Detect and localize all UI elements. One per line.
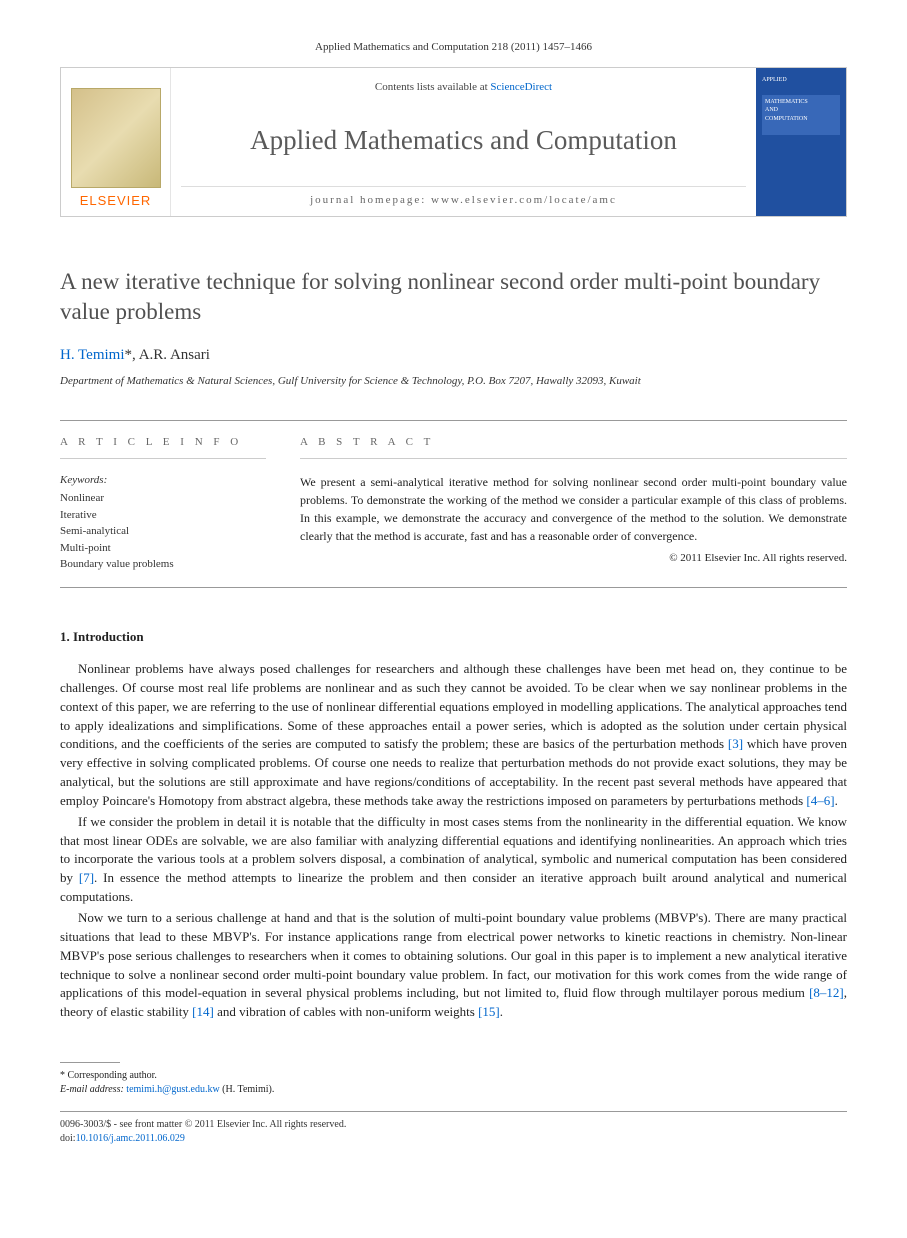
author-affiliation: Department of Mathematics & Natural Scie…: [60, 374, 847, 401]
citation-link[interactable]: [4–6]: [806, 793, 834, 808]
citation-link[interactable]: [3]: [728, 736, 743, 751]
abstract-copyright: © 2011 Elsevier Inc. All rights reserved…: [300, 551, 847, 566]
email-link[interactable]: temimi.h@gust.edu.kw: [126, 1084, 219, 1095]
keyword: Iterative: [60, 507, 266, 524]
running-header: Applied Mathematics and Computation 218 …: [60, 40, 847, 55]
author-name: A.R. Ansari: [139, 347, 210, 363]
para-text: . In essence the method attempts to line…: [60, 870, 847, 904]
authors-line: H. Temimi*, A.R. Ansari: [60, 345, 847, 366]
footer-separator: [60, 1111, 847, 1112]
article-info-column: A R T I C L E I N F O Keywords: Nonlinea…: [60, 421, 280, 587]
abstract-text: We present a semi-analytical iterative m…: [300, 473, 847, 545]
masthead-center: Contents lists available at ScienceDirec…: [171, 68, 756, 216]
article-info-heading: A R T I C L E I N F O: [60, 435, 266, 459]
journal-homepage: journal homepage: www.elsevier.com/locat…: [181, 186, 746, 208]
publisher-name: ELSEVIER: [80, 192, 152, 210]
citation-link[interactable]: [14]: [192, 1004, 214, 1019]
keyword: Nonlinear: [60, 490, 266, 507]
citation-link[interactable]: [8–12]: [809, 985, 844, 1000]
keywords-label: Keywords:: [60, 473, 266, 488]
citation-link[interactable]: [15]: [478, 1004, 500, 1019]
keyword: Multi-point: [60, 540, 266, 557]
cover-text-line: MATHEMATICS: [765, 98, 837, 106]
citation-link[interactable]: [7]: [79, 870, 94, 885]
email-suffix: (H. Temimi).: [220, 1084, 275, 1095]
cover-text-line: AND: [765, 106, 837, 114]
journal-cover-thumbnail[interactable]: APPLIED MATHEMATICS AND COMPUTATION: [756, 68, 846, 216]
footnote-separator: [60, 1062, 120, 1063]
doi-link[interactable]: 10.1016/j.amc.2011.06.029: [76, 1133, 185, 1144]
doi-line: doi:10.1016/j.amc.2011.06.029: [60, 1132, 847, 1146]
doi-label: doi:: [60, 1133, 76, 1144]
keyword: Boundary value problems: [60, 556, 266, 573]
publisher-logo[interactable]: ELSEVIER: [61, 68, 171, 216]
keyword: Semi-analytical: [60, 523, 266, 540]
body-paragraph: If we consider the problem in detail it …: [60, 813, 847, 907]
author-link[interactable]: H. Temimi: [60, 347, 125, 363]
cover-text-line: COMPUTATION: [765, 115, 837, 123]
corresponding-marker: *: [125, 347, 133, 363]
abstract-heading: A B S T R A C T: [300, 435, 847, 459]
body-paragraph: Now we turn to a serious challenge at ha…: [60, 909, 847, 1022]
front-matter-line: 0096-3003/$ - see front matter © 2011 El…: [60, 1118, 847, 1132]
para-text: .: [835, 793, 838, 808]
body-paragraph: Nonlinear problems have always posed cha…: [60, 660, 847, 811]
article-title: A new iterative technique for solving no…: [60, 267, 847, 327]
contents-available-line: Contents lists available at ScienceDirec…: [375, 80, 552, 95]
journal-masthead: ELSEVIER Contents lists available at Sci…: [60, 67, 847, 217]
corresponding-author-footnote: * Corresponding author.: [60, 1069, 847, 1083]
section-heading: 1. Introduction: [60, 628, 847, 646]
info-abstract-block: A R T I C L E I N F O Keywords: Nonlinea…: [60, 420, 847, 588]
email-label: E-mail address:: [60, 1084, 126, 1095]
sciencedirect-link[interactable]: ScienceDirect: [490, 81, 552, 93]
abstract-column: A B S T R A C T We present a semi-analyt…: [280, 421, 847, 587]
journal-title: Applied Mathematics and Computation: [250, 122, 677, 160]
email-footnote: E-mail address: temimi.h@gust.edu.kw (H.…: [60, 1083, 847, 1097]
para-text: Now we turn to a serious challenge at ha…: [60, 910, 847, 1000]
elsevier-tree-icon: [71, 88, 161, 188]
para-text: and vibration of cables with non-uniform…: [214, 1004, 478, 1019]
cover-text: APPLIED: [762, 76, 840, 84]
para-text: .: [500, 1004, 503, 1019]
cover-band: MATHEMATICS AND COMPUTATION: [762, 95, 840, 135]
contents-prefix: Contents lists available at: [375, 81, 490, 93]
